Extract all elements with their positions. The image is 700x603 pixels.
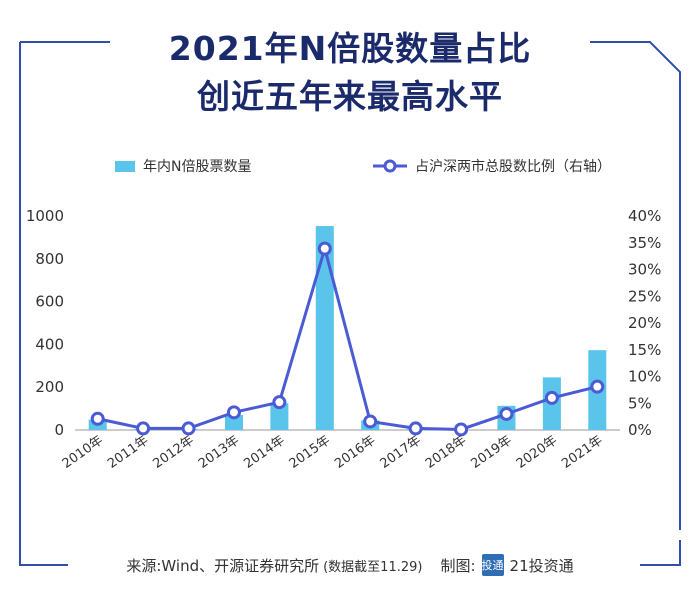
line-point <box>317 241 332 256</box>
x-tick-label: 2013年 <box>196 433 242 472</box>
legend-line-label: 占沪深两市总股数比例（右轴） <box>415 159 611 175</box>
legend-bar-label: 年内N倍股票数量 <box>143 159 252 175</box>
x-tick-label: 2014年 <box>241 433 287 472</box>
y-right-tick-label: 10% <box>628 368 661 386</box>
series-line <box>97 243 598 431</box>
x-tick-label: 2010年 <box>60 433 106 472</box>
line-point <box>363 414 378 429</box>
x-tick-label: 2016年 <box>332 433 378 472</box>
y-left-tick-label: 200 <box>35 378 64 396</box>
made-by-org: 21投资通 <box>509 556 574 575</box>
line-point <box>181 421 196 436</box>
y-right-tick-label: 0% <box>628 421 652 439</box>
source-note: (数据截至11.29) <box>323 559 423 575</box>
x-tick-label: 2019年 <box>468 433 514 472</box>
bar <box>270 403 289 430</box>
y-left-tick-label: 800 <box>35 250 64 268</box>
y-left-tick-label: 400 <box>35 335 64 353</box>
bar <box>315 226 334 430</box>
bar <box>224 415 243 430</box>
legend-bar-series: 年内N倍股票数量 <box>115 155 251 177</box>
y-left-tick-label: 0 <box>54 421 64 439</box>
y-right-tick-label: 15% <box>628 341 661 359</box>
line-point <box>499 406 514 421</box>
line-point <box>590 379 605 394</box>
y-left-tick-label: 1000 <box>26 207 64 225</box>
y-right-tick-label: 25% <box>628 287 661 305</box>
y-right-tick-label: 20% <box>628 314 661 332</box>
y-right-tick-label: 40% <box>628 207 661 225</box>
line-point <box>136 421 151 436</box>
y-right-tick-label: 35% <box>628 234 661 252</box>
title-line-1: 2021年N倍股数量占比 <box>168 29 532 68</box>
line-point <box>272 395 287 410</box>
line-point <box>408 421 423 436</box>
source-footer: 来源:Wind、开源证券研究所 (数据截至11.29) 制图: 投通 21投资通 <box>0 552 700 578</box>
x-tick-label: 2015年 <box>287 433 333 472</box>
line-point <box>544 390 559 405</box>
legend-bar-swatch <box>115 160 135 172</box>
legend-line-marker-icon <box>373 159 407 173</box>
source-label: 来源:Wind、开源证券研究所 <box>126 556 320 575</box>
line-point <box>454 422 469 437</box>
x-tick-label: 2011年 <box>105 433 151 472</box>
x-tick-label: 2020年 <box>514 433 560 472</box>
y-right-tick-label: 5% <box>628 394 652 412</box>
title-line-2: 创近五年来最高水平 <box>197 77 503 116</box>
line-point <box>90 411 105 426</box>
x-tick-label: 2021年 <box>559 433 605 472</box>
y-right-tick-label: 30% <box>628 261 661 279</box>
x-tick-label: 2012年 <box>150 433 196 472</box>
made-by-label: 制图: <box>440 556 476 575</box>
x-tick-label: 2017年 <box>378 433 424 472</box>
y-left-tick-label: 600 <box>35 293 64 311</box>
x-tick-label: 2018年 <box>423 433 469 472</box>
line-point <box>226 405 241 420</box>
legend-line-series: 占沪深两市总股数比例（右轴） <box>373 155 611 177</box>
logo-icon: 投通 <box>481 554 504 576</box>
